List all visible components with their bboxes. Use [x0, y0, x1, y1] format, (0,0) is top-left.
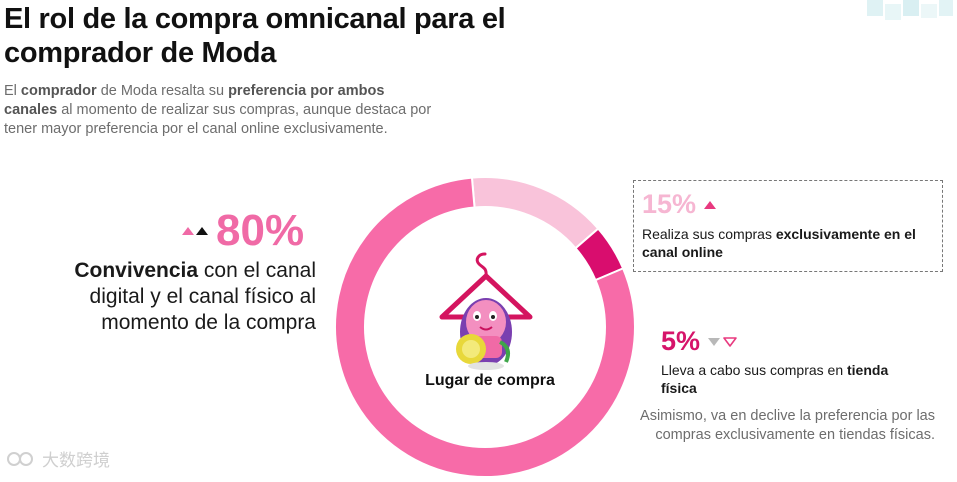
trend-up-icon [704, 200, 717, 209]
page-title: El rol de la compra omnicanal para el co… [4, 3, 506, 69]
store-text: Lleva a cabo sus compras en [661, 362, 847, 378]
slice-convivencia [334, 176, 636, 478]
store-bold: tienda física [661, 362, 889, 396]
online-pct-row: 15% [642, 189, 717, 220]
hanger-mascot-icon [439, 252, 533, 370]
online-text: Realiza sus compras [642, 226, 776, 242]
convivencia-bold: Convivencia [74, 259, 199, 282]
store-description: Lleva a cabo sus compras en tienda físic… [661, 361, 921, 397]
trend-up-pink-icon [182, 227, 194, 235]
decline-note: Asimismo, va en declive la preferencia p… [640, 408, 935, 443]
intro-text-1: El [4, 83, 21, 99]
trend-down-grey-icon [708, 337, 721, 346]
online-bold: exclusivamente en el canal online [642, 226, 916, 260]
intro-bold-2: preferencia por ambos canales [4, 83, 385, 118]
convivencia-percent: 80% [216, 206, 305, 255]
donut-slices [334, 176, 636, 478]
watermark-text: 大数跨境 [42, 451, 110, 470]
intro-text-2: de Moda resalta su [96, 83, 229, 99]
intro-bold-1: comprador [20, 83, 97, 99]
watermark: 大数跨境 [6, 446, 110, 471]
online-description: Realiza sus compras exclusivamente en el… [642, 225, 937, 261]
store-percent: 5% [661, 326, 701, 356]
online-percent: 15% [642, 189, 697, 219]
chart-center-label: Lugar de compra [425, 372, 555, 389]
trend-up-black-icon [196, 227, 208, 235]
online-callout: 15% Realiza sus compras exclusivamente e… [633, 180, 943, 272]
convivencia-pct-row: 80% [182, 206, 304, 256]
trend-down-outline-icon [723, 336, 737, 347]
intro-paragraph: El comprador de Moda resalta su preferen… [4, 82, 434, 139]
intro-text-3: al momento de realizar sus compras, aunq… [4, 102, 432, 137]
convivencia-description: Convivencia con el canal digital y el ca… [20, 258, 316, 336]
slice-online [470, 176, 600, 250]
decorative-squares [867, 0, 953, 20]
watermark-logo-icon [7, 451, 33, 466]
convivencia-rest: con el canal digital y el canal físico a… [89, 259, 316, 334]
store-pct-row: 5% [661, 326, 737, 357]
donut-chart [334, 176, 636, 478]
